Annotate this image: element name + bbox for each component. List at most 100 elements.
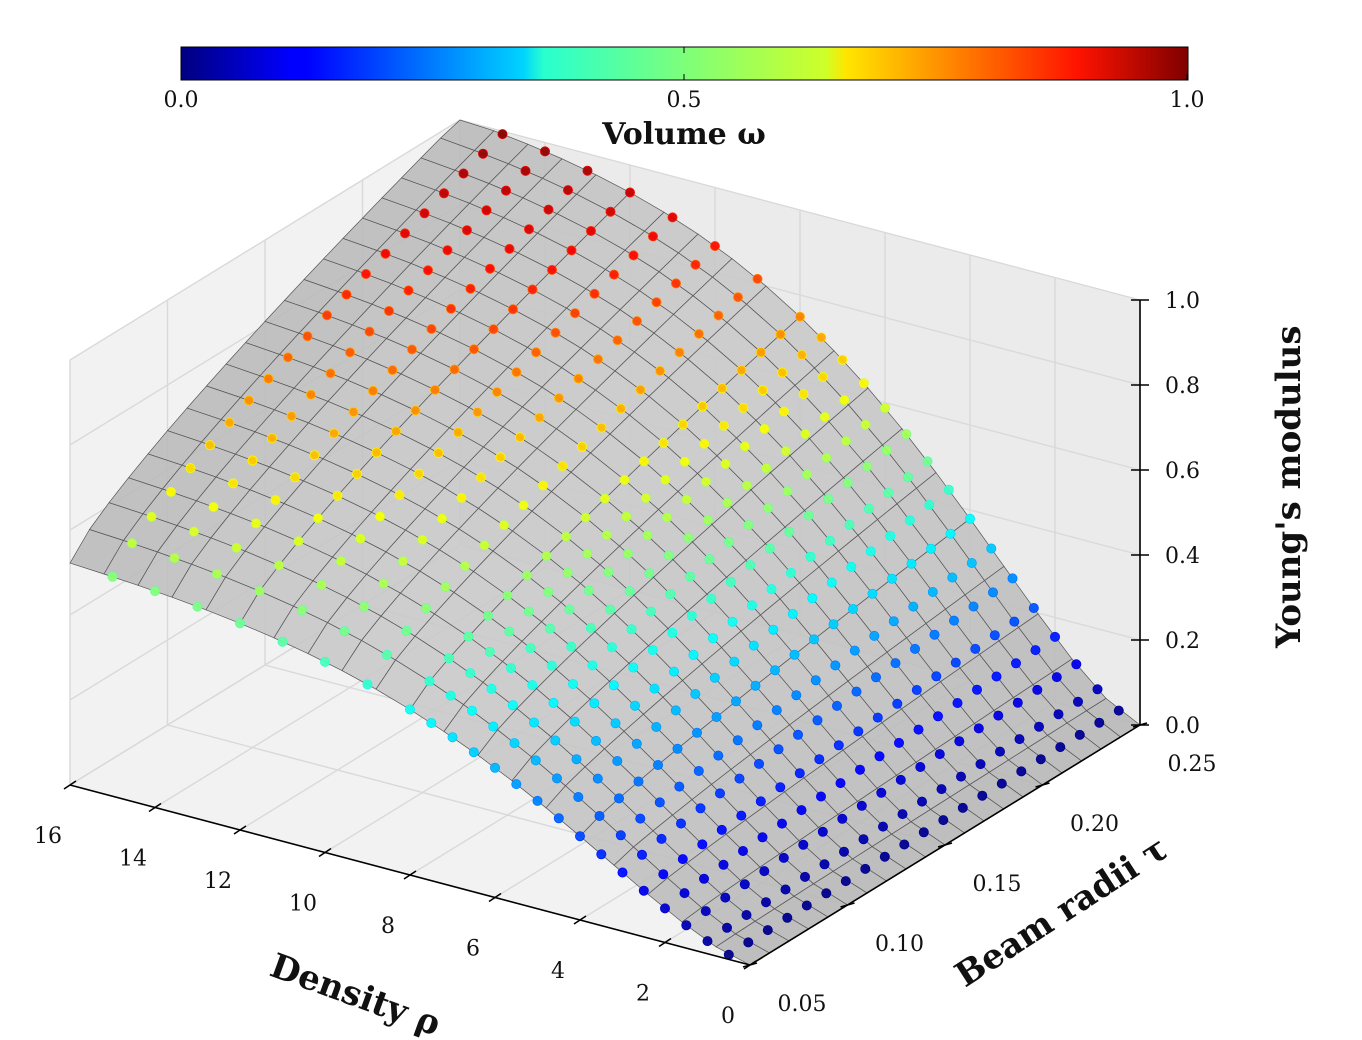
data-point [681, 920, 692, 931]
data-point [374, 511, 385, 522]
data-point [727, 616, 738, 627]
x-tick-label: 12 [204, 869, 232, 894]
data-point [461, 225, 472, 236]
data-point [670, 705, 681, 716]
data-point [632, 316, 643, 327]
data-point [750, 680, 761, 691]
data-point [674, 347, 685, 358]
data-point [855, 764, 866, 775]
data-point [832, 700, 843, 711]
data-point [926, 543, 937, 554]
data-point [784, 526, 795, 537]
data-point [756, 347, 767, 358]
data-point [762, 925, 773, 936]
data-point [741, 910, 752, 921]
data-point [561, 531, 572, 542]
data-point [243, 395, 254, 406]
data-point [498, 520, 509, 531]
data-point [406, 344, 417, 355]
data-point [1051, 672, 1062, 683]
data-point [697, 401, 708, 412]
data-point [378, 578, 389, 589]
data-point [328, 428, 339, 439]
z-tick-label: 0.4 [1165, 544, 1200, 569]
x-tick-label: 10 [289, 892, 317, 917]
colorbar-tick-label: 0.5 [667, 88, 702, 113]
data-point [211, 568, 222, 579]
data-point [351, 468, 362, 479]
data-point [821, 452, 832, 463]
data-point [639, 456, 650, 467]
x-tick-mark [318, 847, 332, 858]
data-point [107, 571, 118, 582]
data-point [702, 936, 713, 947]
data-point [679, 456, 690, 467]
data-point [777, 818, 788, 829]
data-point [844, 519, 855, 530]
data-point [436, 513, 447, 524]
data-point [803, 510, 814, 521]
data-point [662, 512, 673, 523]
data-point [734, 773, 745, 784]
data-point [1050, 631, 1061, 642]
data-point [589, 288, 600, 299]
data-point [759, 423, 770, 434]
data-point [858, 834, 869, 845]
data-point [702, 515, 713, 526]
x-tick-mark [403, 870, 417, 880]
data-point [887, 573, 898, 584]
surface-mesh [69, 119, 1141, 966]
data-point [504, 243, 515, 254]
data-point [557, 460, 568, 471]
data-point [628, 250, 639, 261]
data-point [527, 680, 538, 691]
data-point [488, 324, 499, 335]
data-point [1113, 705, 1124, 716]
data-point [362, 679, 373, 690]
data-point [713, 750, 724, 761]
data-point [791, 690, 802, 701]
data-point [518, 500, 529, 511]
data-point [991, 671, 1002, 682]
data-point [805, 551, 816, 562]
data-point [671, 278, 682, 289]
data-point [500, 185, 511, 196]
data-point [497, 129, 508, 140]
data-point [654, 797, 665, 808]
data-point [695, 803, 706, 814]
data-point [429, 384, 440, 395]
data-point [936, 784, 947, 795]
data-point [293, 536, 304, 547]
data-point [552, 773, 563, 784]
data-point [277, 636, 288, 647]
data-point [851, 686, 862, 697]
data-point [569, 716, 580, 727]
data-point [165, 486, 176, 497]
data-point [440, 581, 451, 592]
data-point [600, 493, 611, 504]
data-point [885, 530, 896, 541]
data-point [607, 642, 618, 653]
z-tick-label: 1.0 [1165, 289, 1200, 314]
z-axis-title: Young's modulus [1269, 325, 1309, 649]
data-point [447, 732, 458, 743]
data-point [587, 660, 598, 671]
y-tick-label: 0.10 [875, 932, 924, 957]
data-point [733, 292, 744, 303]
data-point [296, 605, 307, 616]
data-point [754, 758, 765, 769]
data-point [525, 643, 536, 654]
data-point [826, 577, 837, 588]
data-point [738, 846, 749, 857]
data-point [823, 494, 834, 505]
data-point [819, 859, 830, 870]
data-point [648, 231, 659, 242]
data-point [872, 712, 883, 723]
data-point [1092, 684, 1103, 695]
data-point [658, 869, 669, 880]
data-point [672, 743, 683, 754]
data-point [644, 568, 655, 579]
data-point [945, 528, 956, 539]
data-point [502, 590, 513, 601]
data-point [399, 228, 410, 239]
